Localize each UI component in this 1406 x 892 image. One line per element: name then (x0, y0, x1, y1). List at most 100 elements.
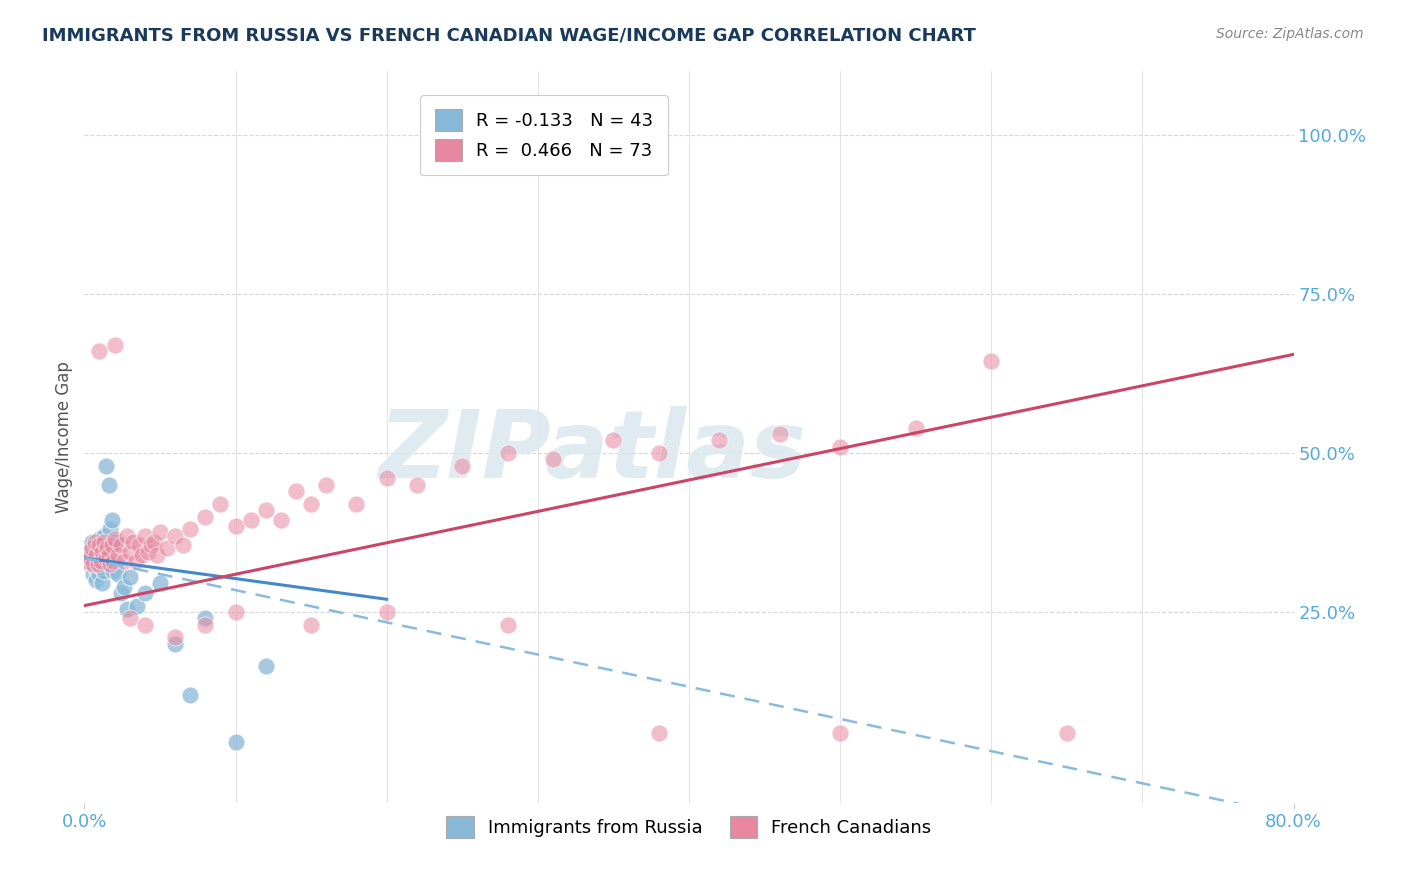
Point (96, 541, 118, 556)
Point (94, 458, 117, 473)
Point (830, 440, 852, 454)
Point (149, 525, 172, 540)
Point (1056, 726, 1078, 740)
Point (104, 532, 127, 546)
Point (93, 535, 115, 549)
Point (254, 503, 277, 517)
Point (194, 611, 217, 625)
Text: IMMIGRANTS FROM RUSSIA VS FRENCH CANADIAN WAGE/INCOME GAP CORRELATION CHART: IMMIGRANTS FROM RUSSIA VS FRENCH CANADIA… (42, 27, 976, 45)
Point (89, 538, 111, 552)
Point (89, 532, 111, 546)
Point (134, 529, 156, 543)
Point (89, 566, 111, 581)
Point (80, 541, 103, 556)
Point (121, 535, 143, 549)
Point (375, 605, 398, 619)
Point (76, 554, 98, 568)
Point (107, 566, 129, 581)
Point (118, 544, 141, 558)
Point (87, 558, 110, 572)
Point (165, 637, 187, 651)
Point (86, 548, 108, 562)
Point (96, 538, 118, 552)
Point (118, 570, 141, 584)
Point (100, 513, 122, 527)
Point (96, 548, 118, 562)
Point (134, 617, 156, 632)
Point (89, 344, 111, 359)
Point (299, 497, 322, 511)
Point (93, 564, 115, 578)
Point (82, 544, 104, 558)
Point (142, 535, 165, 549)
Point (84, 535, 107, 549)
Point (904, 420, 927, 434)
Point (125, 554, 148, 568)
Point (91, 535, 114, 549)
Point (127, 599, 149, 613)
Legend: Immigrants from Russia, French Canadians: Immigrants from Russia, French Canadians (439, 808, 939, 845)
Point (90, 554, 112, 568)
Point (239, 513, 262, 527)
Point (769, 426, 792, 441)
Point (84, 538, 107, 552)
Point (375, 471, 398, 485)
Point (80, 535, 103, 549)
Point (110, 538, 132, 552)
Point (77, 544, 100, 558)
Point (648, 446, 671, 460)
Point (79, 550, 101, 565)
Point (86, 548, 108, 562)
Point (134, 586, 156, 600)
Point (107, 548, 129, 562)
Point (172, 538, 194, 552)
Point (79, 541, 101, 556)
Point (541, 452, 564, 467)
Point (451, 458, 474, 473)
Point (93, 529, 115, 543)
Point (136, 544, 159, 558)
Point (225, 605, 247, 619)
Point (97, 548, 120, 562)
Point (98, 522, 121, 536)
Point (101, 554, 124, 568)
Point (254, 659, 277, 673)
Point (115, 529, 138, 543)
Point (149, 576, 172, 591)
Text: ZIPatlas: ZIPatlas (378, 406, 806, 498)
Point (128, 538, 150, 552)
Point (79, 558, 101, 572)
Point (194, 617, 217, 632)
Point (100, 538, 122, 552)
Point (80, 554, 103, 568)
Point (86, 573, 108, 587)
Point (104, 338, 127, 352)
Point (139, 538, 162, 552)
Point (91, 544, 114, 558)
Point (104, 535, 127, 549)
Point (602, 434, 624, 448)
Point (84, 560, 107, 574)
Point (165, 529, 187, 543)
Text: Source: ZipAtlas.com: Source: ZipAtlas.com (1216, 27, 1364, 41)
Point (118, 611, 141, 625)
Point (94, 550, 117, 565)
Y-axis label: Wage/Income Gap: Wage/Income Gap (55, 361, 73, 513)
Point (110, 586, 132, 600)
Point (346, 497, 368, 511)
Point (115, 602, 138, 616)
Point (91, 576, 114, 591)
Point (131, 548, 153, 562)
Point (76, 550, 98, 565)
Point (77, 548, 100, 562)
Point (87, 538, 110, 552)
Point (112, 580, 135, 594)
Point (90, 541, 112, 556)
Point (209, 497, 232, 511)
Point (87, 558, 110, 572)
Point (709, 434, 731, 448)
Point (270, 513, 292, 527)
Point (285, 484, 308, 499)
Point (82, 558, 104, 572)
Point (648, 726, 671, 740)
